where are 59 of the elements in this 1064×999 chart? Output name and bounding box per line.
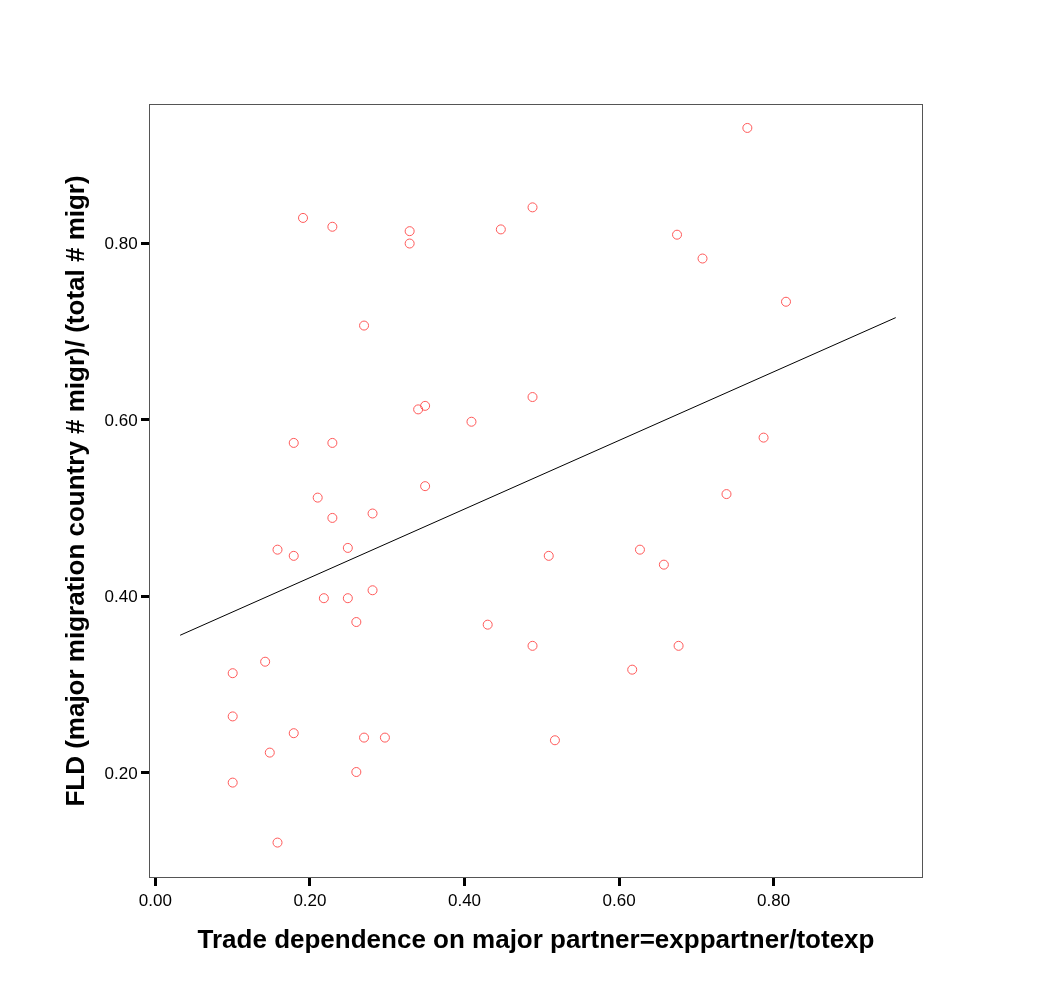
x-tick-label: 0.60 xyxy=(602,891,636,911)
point xyxy=(359,732,370,743)
point xyxy=(312,492,323,503)
point xyxy=(672,229,683,240)
point xyxy=(780,296,791,307)
point xyxy=(549,735,560,746)
point xyxy=(227,711,238,722)
x-tick-label: 0.20 xyxy=(293,891,327,911)
point xyxy=(697,253,708,264)
point xyxy=(227,668,238,679)
y-tick-label: 0.60 xyxy=(104,410,138,430)
point xyxy=(527,392,538,403)
point xyxy=(527,202,538,213)
point xyxy=(351,767,362,778)
point xyxy=(495,224,506,235)
point xyxy=(298,212,309,223)
point xyxy=(288,550,299,561)
point xyxy=(264,747,275,758)
x-tick-label: 0.80 xyxy=(757,891,791,911)
point xyxy=(413,404,424,415)
x-axis-title: Trade dependence on major partner=exppartner/totexp xyxy=(197,924,875,955)
point xyxy=(404,238,415,249)
point xyxy=(420,400,431,411)
y-tick-label: 0.40 xyxy=(104,587,138,607)
point xyxy=(420,481,431,492)
x-tick-label: 0.00 xyxy=(138,891,172,911)
point xyxy=(379,732,390,743)
y-tick-label: 0.80 xyxy=(104,234,138,254)
point xyxy=(260,656,271,667)
point xyxy=(288,728,299,739)
point xyxy=(327,221,338,232)
point xyxy=(367,508,378,519)
point xyxy=(404,226,415,237)
y-tick-label: 0.20 xyxy=(104,763,138,783)
x-tick-label: 0.40 xyxy=(447,891,482,911)
point xyxy=(673,640,684,651)
point xyxy=(327,512,338,523)
point xyxy=(543,550,554,561)
point xyxy=(658,559,669,570)
point xyxy=(351,617,362,628)
point xyxy=(721,489,732,500)
point xyxy=(466,416,477,427)
point xyxy=(627,664,638,675)
point xyxy=(359,320,370,331)
point xyxy=(527,640,538,651)
point xyxy=(742,122,753,133)
point xyxy=(482,619,493,630)
point xyxy=(272,544,283,555)
point xyxy=(227,777,238,788)
point xyxy=(288,437,299,448)
point xyxy=(758,432,769,443)
point xyxy=(318,593,329,604)
point xyxy=(634,544,645,555)
point xyxy=(342,593,353,604)
point xyxy=(367,585,378,596)
point xyxy=(272,837,283,848)
y-axis-title: FLD (major migration country # migr)/ (total # migr) xyxy=(59,175,90,807)
point xyxy=(342,542,353,553)
point xyxy=(327,437,338,448)
